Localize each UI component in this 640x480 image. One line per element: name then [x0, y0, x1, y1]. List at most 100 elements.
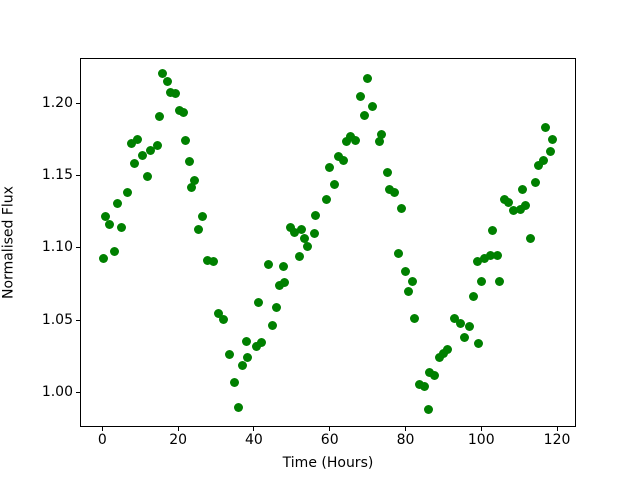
data-point [459, 333, 469, 343]
data-point [252, 342, 262, 352]
data-point [185, 156, 195, 166]
data-point [390, 188, 400, 198]
data-point [101, 212, 111, 221]
y-axis-tick [76, 391, 80, 393]
x-axis-tick [480, 427, 482, 431]
data-point [477, 276, 487, 286]
data-point [494, 276, 504, 286]
x-axis-tick-label: 80 [396, 432, 415, 448]
data-point [130, 159, 140, 169]
data-point [473, 339, 483, 349]
y-axis-tick [76, 175, 80, 177]
data-point [145, 145, 155, 155]
x-axis-label: Time (Hours) [282, 455, 374, 471]
data-point [219, 314, 229, 324]
data-point [420, 382, 430, 392]
data-point [469, 292, 479, 302]
data-point [442, 344, 452, 354]
y-axis-label: Normalised Flux [0, 186, 17, 299]
data-point [438, 348, 448, 358]
data-point [423, 404, 433, 414]
data-point [393, 248, 403, 258]
data-point [203, 256, 213, 266]
data-point [155, 111, 165, 121]
data-point [334, 151, 344, 161]
data-point [346, 131, 356, 141]
data-point [113, 199, 122, 209]
data-point [377, 129, 387, 139]
data-point [263, 260, 273, 270]
data-point [209, 257, 219, 267]
x-axis-tick-label: 20 [169, 432, 188, 448]
y-axis-tick-label: 1.20 [41, 95, 73, 112]
data-point [533, 160, 543, 170]
data-point [296, 225, 306, 235]
data-point [152, 140, 162, 150]
data-point [109, 246, 119, 256]
y-axis-tick-label: 1.15 [41, 167, 73, 184]
data-point [170, 89, 180, 98]
data-point [98, 254, 108, 264]
data-point [430, 370, 440, 380]
data-point [397, 204, 407, 214]
data-point [518, 185, 528, 195]
data-point [546, 146, 556, 156]
data-point [213, 309, 223, 319]
data-point [363, 74, 373, 84]
data-point [178, 108, 188, 118]
x-axis-tick-label: 120 [543, 432, 571, 448]
y-axis-tick-label: 1.00 [41, 383, 73, 400]
data-point [133, 135, 143, 145]
data-point [385, 184, 395, 194]
data-point [516, 204, 526, 214]
data-point [368, 102, 378, 112]
data-point [548, 134, 557, 144]
y-axis-tick-label: 1.05 [41, 311, 73, 328]
data-point [105, 219, 115, 229]
x-axis-tick [404, 427, 406, 431]
data-point [123, 188, 133, 198]
data-point [310, 228, 320, 238]
data-point [450, 314, 460, 324]
y-axis-tick [76, 103, 80, 105]
x-axis-tick [253, 427, 255, 431]
data-point [278, 262, 288, 272]
data-point [198, 212, 208, 222]
data-point [464, 322, 474, 332]
data-point [280, 278, 290, 288]
data-point [238, 361, 248, 371]
x-axis-tick [329, 427, 331, 431]
data-point [230, 378, 240, 388]
data-point [341, 136, 351, 146]
x-axis-tick-label: 100 [467, 432, 495, 448]
data-point [375, 137, 385, 147]
data-point [241, 336, 251, 346]
data-point [359, 111, 369, 121]
data-point [194, 225, 204, 235]
data-point [138, 150, 148, 160]
data-point [242, 352, 252, 362]
data-point [541, 122, 551, 132]
data-point [415, 379, 425, 389]
data-point [403, 286, 413, 296]
data-point [290, 227, 300, 237]
data-point [257, 338, 266, 348]
data-point [329, 180, 339, 190]
x-axis-tick [556, 427, 558, 431]
y-axis-tick [76, 319, 80, 321]
data-point [224, 349, 234, 359]
data-point [158, 69, 168, 79]
data-point [531, 178, 541, 188]
y-axis-tick [76, 247, 80, 249]
data-point [142, 171, 152, 181]
data-point [382, 167, 392, 177]
x-axis-tick-label: 40 [245, 432, 263, 448]
x-axis-tick-label: 0 [97, 432, 107, 448]
data-point [234, 403, 244, 413]
data-point [526, 233, 536, 243]
data-point [351, 135, 361, 145]
data-point [300, 234, 310, 244]
data-point [485, 250, 495, 260]
data-point [521, 201, 531, 211]
